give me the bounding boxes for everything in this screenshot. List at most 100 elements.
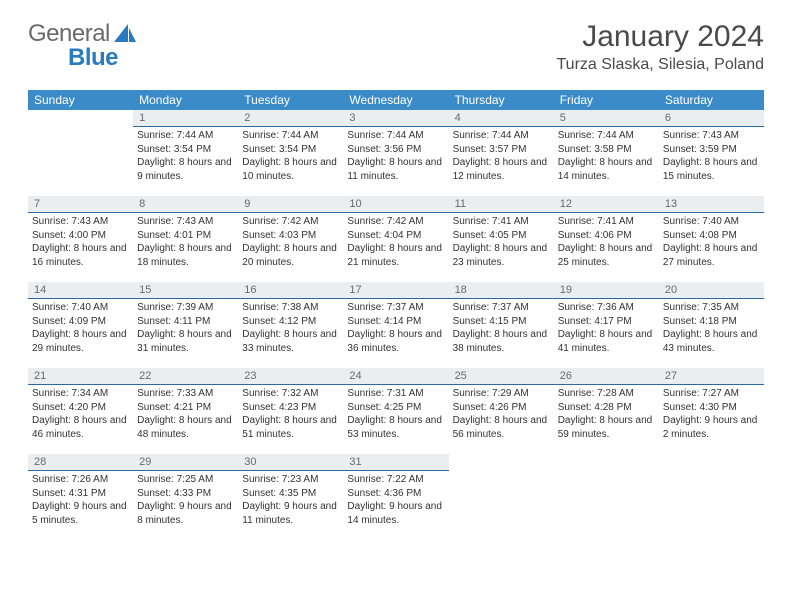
- day-number: 19: [554, 282, 659, 299]
- calendar-cell: 5Sunrise: 7:44 AMSunset: 3:58 PMDaylight…: [554, 110, 659, 196]
- weekday-header: Thursday: [449, 90, 554, 110]
- day-number: 14: [28, 282, 133, 299]
- day-content: Sunrise: 7:43 AMSunset: 4:01 PMDaylight:…: [133, 213, 238, 271]
- calendar-cell: 28Sunrise: 7:26 AMSunset: 4:31 PMDayligh…: [28, 454, 133, 540]
- day-number: 24: [343, 368, 448, 385]
- calendar-cell: 27Sunrise: 7:27 AMSunset: 4:30 PMDayligh…: [659, 368, 764, 454]
- weekday-header: Monday: [133, 90, 238, 110]
- day-content: Sunrise: 7:23 AMSunset: 4:35 PMDaylight:…: [238, 471, 343, 529]
- weekday-header: Saturday: [659, 90, 764, 110]
- day-content: Sunrise: 7:44 AMSunset: 3:54 PMDaylight:…: [238, 127, 343, 185]
- header: General Blue January 2024 Turza Slaska, …: [0, 0, 792, 82]
- day-number: 4: [449, 110, 554, 127]
- day-number: 26: [554, 368, 659, 385]
- calendar-cell: 6Sunrise: 7:43 AMSunset: 3:59 PMDaylight…: [659, 110, 764, 196]
- day-number: 18: [449, 282, 554, 299]
- day-content: Sunrise: 7:28 AMSunset: 4:28 PMDaylight:…: [554, 385, 659, 443]
- day-content: Sunrise: 7:44 AMSunset: 3:56 PMDaylight:…: [343, 127, 448, 185]
- day-number: 29: [133, 454, 238, 471]
- day-number: 10: [343, 196, 448, 213]
- day-number: 1: [133, 110, 238, 127]
- day-content: Sunrise: 7:22 AMSunset: 4:36 PMDaylight:…: [343, 471, 448, 529]
- day-number: 20: [659, 282, 764, 299]
- calendar-cell: [554, 454, 659, 540]
- day-number: 11: [449, 196, 554, 213]
- calendar-cell: 9Sunrise: 7:42 AMSunset: 4:03 PMDaylight…: [238, 196, 343, 282]
- day-number: 23: [238, 368, 343, 385]
- calendar-row: 1Sunrise: 7:44 AMSunset: 3:54 PMDaylight…: [28, 110, 764, 196]
- calendar-cell: 24Sunrise: 7:31 AMSunset: 4:25 PMDayligh…: [343, 368, 448, 454]
- day-content: Sunrise: 7:43 AMSunset: 4:00 PMDaylight:…: [28, 213, 133, 271]
- weekday-header-row: SundayMondayTuesdayWednesdayThursdayFrid…: [28, 90, 764, 110]
- day-number: 28: [28, 454, 133, 471]
- day-content: Sunrise: 7:26 AMSunset: 4:31 PMDaylight:…: [28, 471, 133, 529]
- calendar-cell: [659, 454, 764, 540]
- calendar-cell: 16Sunrise: 7:38 AMSunset: 4:12 PMDayligh…: [238, 282, 343, 368]
- day-number: 9: [238, 196, 343, 213]
- day-content: Sunrise: 7:27 AMSunset: 4:30 PMDaylight:…: [659, 385, 764, 443]
- day-number: 22: [133, 368, 238, 385]
- day-content: Sunrise: 7:44 AMSunset: 3:57 PMDaylight:…: [449, 127, 554, 185]
- day-content: Sunrise: 7:32 AMSunset: 4:23 PMDaylight:…: [238, 385, 343, 443]
- calendar-cell: 4Sunrise: 7:44 AMSunset: 3:57 PMDaylight…: [449, 110, 554, 196]
- month-title: January 2024: [556, 20, 764, 54]
- calendar-cell: 10Sunrise: 7:42 AMSunset: 4:04 PMDayligh…: [343, 196, 448, 282]
- calendar-table: SundayMondayTuesdayWednesdayThursdayFrid…: [28, 90, 764, 540]
- calendar-row: 14Sunrise: 7:40 AMSunset: 4:09 PMDayligh…: [28, 282, 764, 368]
- day-content: Sunrise: 7:40 AMSunset: 4:08 PMDaylight:…: [659, 213, 764, 271]
- calendar-cell: 30Sunrise: 7:23 AMSunset: 4:35 PMDayligh…: [238, 454, 343, 540]
- day-content: Sunrise: 7:41 AMSunset: 4:05 PMDaylight:…: [449, 213, 554, 271]
- day-number: 5: [554, 110, 659, 127]
- day-content: Sunrise: 7:31 AMSunset: 4:25 PMDaylight:…: [343, 385, 448, 443]
- calendar-cell: [449, 454, 554, 540]
- calendar-cell: 21Sunrise: 7:34 AMSunset: 4:20 PMDayligh…: [28, 368, 133, 454]
- day-number: 15: [133, 282, 238, 299]
- day-number: 12: [554, 196, 659, 213]
- weekday-header: Tuesday: [238, 90, 343, 110]
- title-block: January 2024 Turza Slaska, Silesia, Pola…: [556, 20, 764, 74]
- day-number: 3: [343, 110, 448, 127]
- calendar-cell: 26Sunrise: 7:28 AMSunset: 4:28 PMDayligh…: [554, 368, 659, 454]
- day-content: Sunrise: 7:41 AMSunset: 4:06 PMDaylight:…: [554, 213, 659, 271]
- logo: General Blue: [28, 20, 136, 48]
- weekday-header: Wednesday: [343, 90, 448, 110]
- day-content: Sunrise: 7:42 AMSunset: 4:04 PMDaylight:…: [343, 213, 448, 271]
- day-content: Sunrise: 7:35 AMSunset: 4:18 PMDaylight:…: [659, 299, 764, 357]
- location: Turza Slaska, Silesia, Poland: [556, 56, 764, 74]
- calendar-row: 28Sunrise: 7:26 AMSunset: 4:31 PMDayligh…: [28, 454, 764, 540]
- day-number: 13: [659, 196, 764, 213]
- day-content: Sunrise: 7:40 AMSunset: 4:09 PMDaylight:…: [28, 299, 133, 357]
- calendar-cell: 15Sunrise: 7:39 AMSunset: 4:11 PMDayligh…: [133, 282, 238, 368]
- calendar-cell: 23Sunrise: 7:32 AMSunset: 4:23 PMDayligh…: [238, 368, 343, 454]
- calendar-row: 21Sunrise: 7:34 AMSunset: 4:20 PMDayligh…: [28, 368, 764, 454]
- calendar-row: 7Sunrise: 7:43 AMSunset: 4:00 PMDaylight…: [28, 196, 764, 282]
- calendar-cell: 14Sunrise: 7:40 AMSunset: 4:09 PMDayligh…: [28, 282, 133, 368]
- calendar-cell: 25Sunrise: 7:29 AMSunset: 4:26 PMDayligh…: [449, 368, 554, 454]
- calendar-cell: 2Sunrise: 7:44 AMSunset: 3:54 PMDaylight…: [238, 110, 343, 196]
- day-content: Sunrise: 7:37 AMSunset: 4:15 PMDaylight:…: [449, 299, 554, 357]
- calendar-cell: 31Sunrise: 7:22 AMSunset: 4:36 PMDayligh…: [343, 454, 448, 540]
- day-content: Sunrise: 7:36 AMSunset: 4:17 PMDaylight:…: [554, 299, 659, 357]
- day-content: Sunrise: 7:25 AMSunset: 4:33 PMDaylight:…: [133, 471, 238, 529]
- day-content: Sunrise: 7:42 AMSunset: 4:03 PMDaylight:…: [238, 213, 343, 271]
- calendar-cell: 18Sunrise: 7:37 AMSunset: 4:15 PMDayligh…: [449, 282, 554, 368]
- calendar-cell: 12Sunrise: 7:41 AMSunset: 4:06 PMDayligh…: [554, 196, 659, 282]
- logo-sail-icon: [114, 24, 136, 42]
- calendar-cell: 1Sunrise: 7:44 AMSunset: 3:54 PMDaylight…: [133, 110, 238, 196]
- calendar-cell: 3Sunrise: 7:44 AMSunset: 3:56 PMDaylight…: [343, 110, 448, 196]
- calendar-cell: 13Sunrise: 7:40 AMSunset: 4:08 PMDayligh…: [659, 196, 764, 282]
- day-content: Sunrise: 7:38 AMSunset: 4:12 PMDaylight:…: [238, 299, 343, 357]
- day-number: 16: [238, 282, 343, 299]
- day-number: 30: [238, 454, 343, 471]
- weekday-header: Sunday: [28, 90, 133, 110]
- day-content: Sunrise: 7:37 AMSunset: 4:14 PMDaylight:…: [343, 299, 448, 357]
- day-number: 17: [343, 282, 448, 299]
- day-number: 31: [343, 454, 448, 471]
- calendar-cell: [28, 110, 133, 196]
- calendar-cell: 17Sunrise: 7:37 AMSunset: 4:14 PMDayligh…: [343, 282, 448, 368]
- day-content: Sunrise: 7:44 AMSunset: 3:58 PMDaylight:…: [554, 127, 659, 185]
- day-number: 6: [659, 110, 764, 127]
- day-content: Sunrise: 7:34 AMSunset: 4:20 PMDaylight:…: [28, 385, 133, 443]
- calendar-cell: 11Sunrise: 7:41 AMSunset: 4:05 PMDayligh…: [449, 196, 554, 282]
- calendar-cell: 29Sunrise: 7:25 AMSunset: 4:33 PMDayligh…: [133, 454, 238, 540]
